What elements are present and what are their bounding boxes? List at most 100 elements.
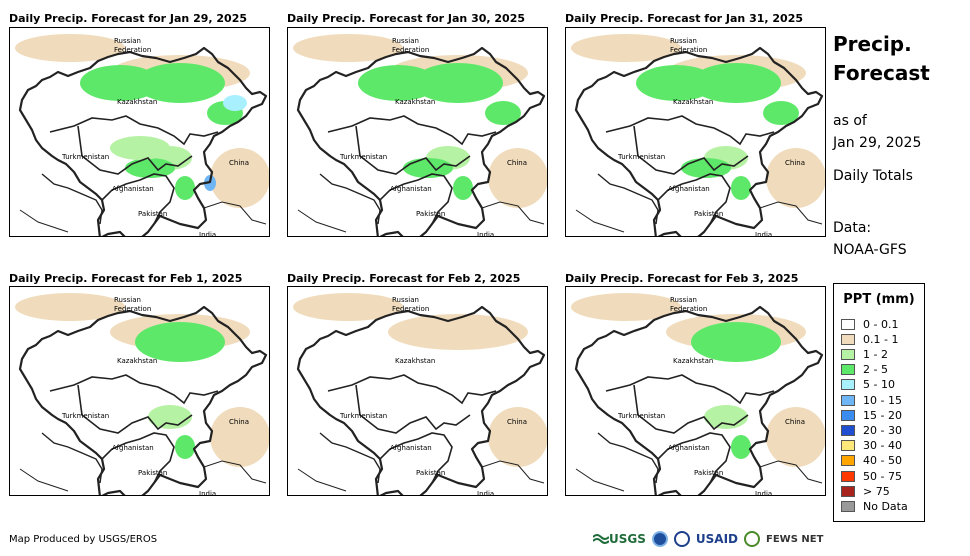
legend-label: 50 - 75: [863, 469, 902, 483]
map-label-india: India: [755, 231, 773, 237]
legend-label: 5 - 10: [863, 378, 895, 392]
map-label-turkmenistan: Turkmenistan: [340, 153, 388, 161]
map-label-china: China: [229, 159, 249, 167]
map-label-india: India: [477, 490, 495, 496]
legend-swatch: [841, 409, 855, 421]
usgs-logo-text: USGS: [609, 532, 646, 546]
map-label-turkmenistan: Turkmenistan: [618, 153, 666, 161]
map-label-pakistan: Pakistan: [416, 210, 446, 218]
panel-title-6: Daily Precip. Forecast for Feb 3, 2025: [565, 272, 799, 285]
panel-title-2: Daily Precip. Forecast for Jan 30, 2025: [287, 12, 526, 25]
map-label-pakistan: Pakistan: [416, 469, 446, 477]
panel-title-1: Daily Precip. Forecast for Jan 29, 2025: [9, 12, 248, 25]
map-label-india: India: [477, 231, 495, 237]
legend-swatch: [841, 485, 855, 497]
map-label-afghanistan: Afghanistan: [668, 185, 710, 193]
legend-title: PPT (mm): [843, 292, 915, 307]
map-panel-1: Russian Federation Kazakhstan Turkmenistan C…: [9, 27, 270, 237]
map-label-pakistan: Pakistan: [694, 469, 724, 477]
map-label-afghanistan: Afghanistan: [390, 444, 432, 452]
legend-item: 0.1 - 1: [841, 332, 899, 346]
map-label-kazakhstan: Kazakhstan: [117, 357, 158, 365]
map-label-russia: Russian: [670, 296, 697, 304]
fews-logo-icon: [744, 531, 760, 547]
map-label-turkmenistan: Turkmenistan: [618, 412, 666, 420]
legend-swatch: [841, 470, 855, 482]
legend-item: 10 - 15: [841, 393, 902, 407]
map-label-pakistan: Pakistan: [138, 469, 168, 477]
legend-swatch: [841, 424, 855, 436]
map-label-afghanistan: Afghanistan: [112, 185, 154, 193]
legend-label: > 75: [863, 484, 890, 498]
map-label-russia2: Federation: [670, 305, 708, 313]
legend-swatch: [841, 364, 855, 376]
map-label-russia: Russian: [392, 296, 419, 304]
legend-item: 30 - 40: [841, 439, 902, 452]
legend-label: 1 - 2: [863, 347, 888, 361]
map-label-china: China: [507, 418, 527, 426]
map-label-russia: Russian: [114, 37, 141, 45]
legend-item: 20 - 30: [841, 424, 902, 437]
data-source-value: NOAA-GFS: [833, 242, 907, 258]
map-label-kazakhstan: Kazakhstan: [395, 357, 436, 365]
data-source-text: Data: NOAA-GFS: [833, 217, 907, 261]
map-label-kazakhstan: Kazakhstan: [673, 357, 714, 365]
legend-label: 10 - 15: [863, 393, 902, 407]
map-label-russia2: Federation: [114, 305, 152, 313]
legend-swatch: [841, 440, 855, 452]
map-label-turkmenistan: Turkmenistan: [62, 153, 110, 161]
legend-label: 40 - 50: [863, 454, 902, 468]
map-label-turkmenistan: Turkmenistan: [340, 412, 388, 420]
map-panel-6: Russian Federation Kazakhstan Turkmenistan C…: [565, 286, 826, 496]
daily-totals-text: Daily Totals: [833, 168, 913, 184]
map-label-india: India: [199, 231, 217, 237]
nasa-seal-icon: [673, 531, 690, 547]
legend-item: 40 - 50: [841, 454, 902, 468]
map-label-russia2: Federation: [392, 305, 430, 313]
panel-title-5: Daily Precip. Forecast for Feb 2, 2025: [287, 272, 521, 285]
legend-item: 0 - 0.1: [841, 317, 899, 331]
map-label-turkmenistan: Turkmenistan: [62, 412, 110, 420]
map-label-russia2: Federation: [114, 46, 152, 54]
noaa-logo-icon: [651, 531, 668, 547]
side-title: Precip. Forecast: [833, 30, 930, 88]
logo-strip: USGS USAID FEWS NET: [593, 528, 823, 550]
legend-label: 0.1 - 1: [863, 332, 899, 346]
legend-swatch: [841, 379, 855, 391]
as-of-text: as of Jan 29, 2025: [833, 110, 921, 154]
map-label-pakistan: Pakistan: [138, 210, 168, 218]
as-of-label: as of: [833, 113, 867, 129]
map-label-afghanistan: Afghanistan: [668, 444, 710, 452]
panel-title-3: Daily Precip. Forecast for Jan 31, 2025: [565, 12, 804, 25]
map-label-russia: Russian: [392, 37, 419, 45]
legend-swatch: [841, 318, 855, 330]
legend-item: 2 - 5: [841, 363, 888, 376]
legend-label: No Data: [863, 499, 908, 513]
as-of-date: Jan 29, 2025: [833, 135, 922, 151]
legend-item: > 75: [841, 484, 890, 498]
map-label-kazakhstan: Kazakhstan: [117, 98, 158, 106]
legend-item: 50 - 75: [841, 469, 902, 483]
data-source-label: Data:: [833, 220, 872, 236]
map-label-china: China: [785, 418, 805, 426]
legend-label: 0 - 0.1: [863, 317, 899, 331]
legend-item: 5 - 10: [841, 378, 895, 392]
map-label-kazakhstan: Kazakhstan: [673, 98, 714, 106]
usgs-wave-icon: [593, 534, 609, 544]
map-label-india: India: [199, 490, 217, 496]
map-label-afghanistan: Afghanistan: [390, 185, 432, 193]
map-label-russia: Russian: [114, 296, 141, 304]
side-title-line2: Forecast: [833, 61, 930, 85]
map-label-china: China: [785, 159, 805, 167]
usaid-logo-text: USAID: [695, 532, 738, 546]
fews-logo-text: FEWS NET: [766, 533, 824, 545]
legend-swatch: [841, 455, 855, 467]
legend-swatch: [841, 394, 855, 406]
credit-text: Map Produced by USGS/EROS: [9, 534, 158, 545]
map-label-afghanistan: Afghanistan: [112, 444, 154, 452]
map-panel-2: Russian Federation Kazakhstan Turkmenistan C…: [287, 27, 548, 237]
map-label-kazakhstan: Kazakhstan: [395, 98, 436, 106]
map-panel-5: Russian Federation Kazakhstan Turkmenistan C…: [287, 286, 548, 496]
map-panel-3: Russian Federation Kazakhstan Turkmenistan C…: [565, 27, 826, 237]
